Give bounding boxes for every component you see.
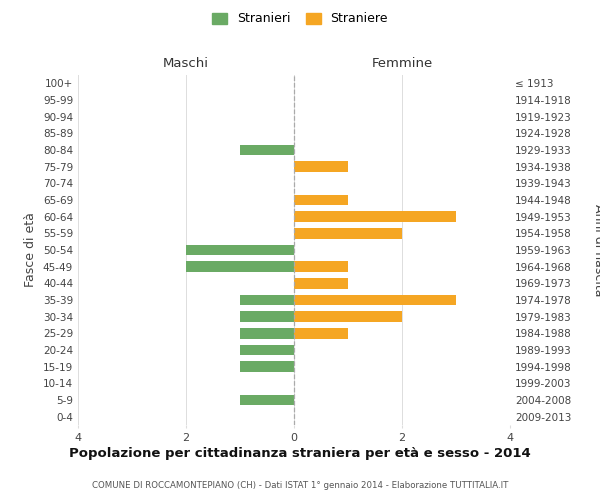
Text: Maschi: Maschi <box>163 57 209 70</box>
Bar <box>240 294 294 306</box>
Bar <box>294 194 348 205</box>
Bar <box>186 261 294 272</box>
Text: Popolazione per cittadinanza straniera per età e sesso - 2014: Popolazione per cittadinanza straniera p… <box>69 448 531 460</box>
Bar <box>240 344 294 356</box>
Bar <box>294 294 456 306</box>
Text: Femmine: Femmine <box>371 57 433 70</box>
Bar <box>240 311 294 322</box>
Y-axis label: Fasce di età: Fasce di età <box>25 212 37 288</box>
Bar <box>294 311 402 322</box>
Bar <box>294 161 348 172</box>
Bar <box>294 328 348 339</box>
Bar <box>240 144 294 156</box>
Y-axis label: Anni di nascita: Anni di nascita <box>592 204 600 296</box>
Bar <box>240 328 294 339</box>
Bar <box>294 211 456 222</box>
Bar <box>294 278 348 289</box>
Text: COMUNE DI ROCCAMONTEPIANO (CH) - Dati ISTAT 1° gennaio 2014 - Elaborazione TUTTI: COMUNE DI ROCCAMONTEPIANO (CH) - Dati IS… <box>92 480 508 490</box>
Bar <box>294 261 348 272</box>
Bar <box>240 361 294 372</box>
Bar <box>186 244 294 256</box>
Bar <box>240 394 294 406</box>
Legend: Stranieri, Straniere: Stranieri, Straniere <box>208 8 392 29</box>
Bar <box>294 228 402 239</box>
